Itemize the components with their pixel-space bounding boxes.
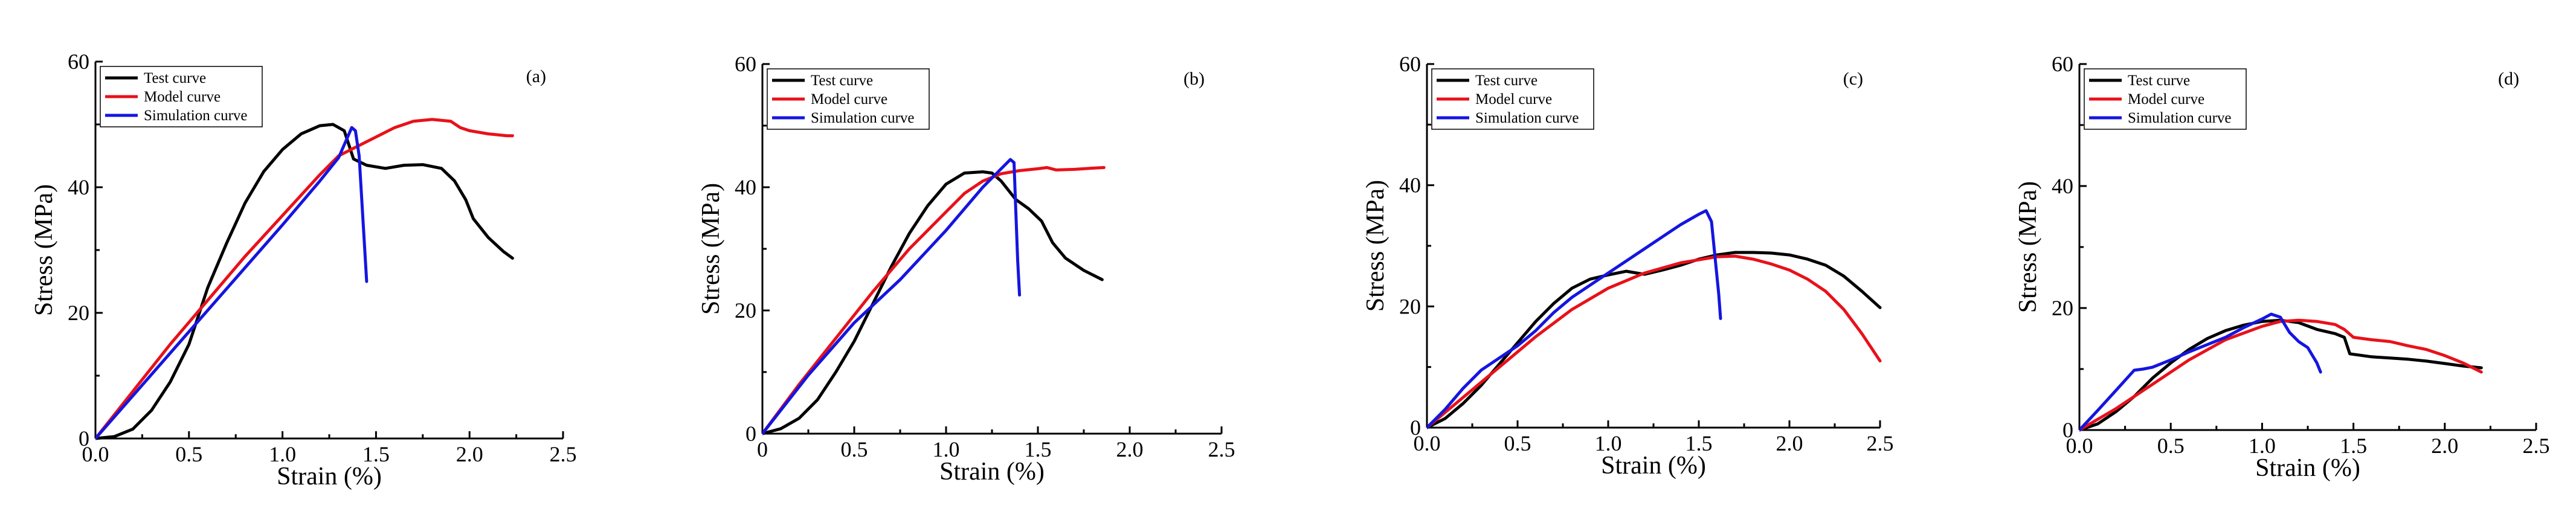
- x-tick-label: 1.5: [1686, 431, 1713, 455]
- x-tick-label: 2.0: [1776, 431, 1803, 455]
- x-tick-label: 2.5: [1208, 437, 1235, 461]
- x-tick-label: 1.0: [933, 437, 960, 461]
- y-tick-label: 20: [2052, 296, 2073, 320]
- series-test-curve: [1427, 251, 1882, 429]
- y-axis-title: Stress (MPa): [2014, 181, 2042, 313]
- series-model-curve: [95, 118, 514, 440]
- x-tick-label: 2.0: [2431, 434, 2458, 458]
- x-tick-label: 0.5: [175, 442, 202, 466]
- legend-label-test: Test curve: [144, 70, 206, 86]
- panel-label: (c): [1843, 69, 1863, 89]
- x-tick-label: 1.5: [1025, 437, 1052, 461]
- x-tick-label: 0.0: [1414, 431, 1441, 455]
- y-tick-label: 40: [1399, 173, 1421, 197]
- y-tick-label: 40: [2052, 174, 2073, 198]
- panel-label: (a): [526, 66, 546, 86]
- legend-label-simulation: Simulation curve: [2128, 110, 2232, 126]
- y-tick-label: 60: [735, 52, 756, 76]
- y-tick-label: 0: [2062, 418, 2073, 442]
- x-tick-label: 2.5: [2523, 434, 2550, 458]
- panel-label: (d): [2498, 69, 2519, 89]
- series-model-curve: [762, 165, 1106, 435]
- legend: Test curve Model curve Simulation curve: [2084, 68, 2247, 130]
- legend-label-test: Test curve: [811, 72, 873, 89]
- series-simulation-curve: [762, 158, 1022, 435]
- y-tick-label: 40: [68, 175, 89, 199]
- x-tick-label: 1.0: [2249, 434, 2276, 458]
- legend-label-simulation: Simulation curve: [144, 108, 248, 124]
- legend: Test curve Model curve Simulation curve: [767, 68, 930, 130]
- legend-label-simulation: Simulation curve: [811, 110, 915, 126]
- x-tick-label: 1.5: [2340, 434, 2367, 458]
- legend: Test curve Model curve Simulation curve: [100, 66, 263, 127]
- legend-label-test: Test curve: [2128, 72, 2190, 89]
- legend-label-model: Model curve: [811, 91, 887, 108]
- legend: Test curve Model curve Simulation curve: [1431, 68, 1594, 130]
- series-simulation-curve: [2079, 312, 2322, 432]
- legend-label-simulation: Simulation curve: [1475, 110, 1579, 126]
- y-tick-label: 0: [745, 422, 756, 446]
- panel-label: (b): [1183, 69, 1205, 89]
- y-tick-label: 60: [68, 50, 89, 74]
- chart-panel-4: 0.0 0.5 1.0 1.5 2.0 2.5 0 20 40 60 Strain (%) Stres…: [2014, 52, 2550, 482]
- x-tick-label: 2.0: [1116, 437, 1144, 461]
- series-model-curve: [1427, 254, 1882, 429]
- x-axis-title: Strain (%): [939, 458, 1045, 486]
- y-tick-label: 40: [735, 175, 756, 199]
- x-tick-label: 1.0: [1595, 431, 1622, 455]
- legend-label-model: Model curve: [1475, 91, 1552, 108]
- y-tick-label: 20: [68, 301, 89, 325]
- chart-panel-1: 0.0 0.5 1.0 1.5 2.0 2.5 0 20 40 60 Strain (%) Stres…: [30, 50, 577, 490]
- x-tick-label: 1.5: [362, 442, 390, 466]
- series-test-curve: [2079, 318, 2483, 432]
- x-tick-label: 2.0: [456, 442, 483, 466]
- x-tick-label: 2.5: [550, 442, 577, 466]
- series-model-curve: [2079, 318, 2483, 432]
- x-tick-label: 0.0: [2066, 434, 2093, 458]
- series-simulation-curve: [95, 126, 369, 440]
- series-test-curve: [95, 123, 514, 440]
- x-tick-label: 0.5: [2157, 434, 2185, 458]
- y-axis-title: Stress (MPa): [1362, 180, 1389, 312]
- x-axis-title: Strain (%): [2255, 454, 2360, 482]
- x-axis-title: Strain (%): [277, 463, 382, 490]
- y-tick-label: 60: [1399, 52, 1421, 76]
- x-axis-title: Strain (%): [1601, 452, 1706, 480]
- x-tick-label: 0.5: [841, 437, 868, 461]
- series-simulation-curve: [1427, 209, 1722, 429]
- y-tick-label: 0: [79, 426, 89, 451]
- x-tick-label: 0.5: [1504, 431, 1531, 455]
- y-tick-label: 60: [2052, 52, 2073, 76]
- legend-label-model: Model curve: [2128, 91, 2204, 108]
- y-tick-label: 20: [1399, 294, 1421, 318]
- y-axis-title: Stress (MPa): [30, 184, 58, 316]
- y-axis-title: Stress (MPa): [697, 183, 725, 315]
- chart-panel-2: 0 0.5 1.0 1.5 2.0 2.5 0 20 40 60 Strain (%) Stress …: [697, 52, 1235, 486]
- legend-label-test: Test curve: [1475, 72, 1538, 89]
- chart-panel-3: 0.0 0.5 1.0 1.5 2.0 2.5 0 20 40 60 Strain (%) Stres…: [1362, 52, 1894, 480]
- series-test-curve: [762, 170, 1104, 435]
- y-tick-label: 20: [735, 298, 756, 323]
- y-tick-label: 0: [1410, 416, 1421, 440]
- x-tick-label: 1.0: [269, 442, 296, 466]
- x-tick-label: 2.5: [1867, 431, 1894, 455]
- legend-label-model: Model curve: [144, 89, 221, 105]
- x-tick-label: 0.0: [82, 442, 109, 466]
- x-tick-label: 0: [757, 437, 768, 461]
